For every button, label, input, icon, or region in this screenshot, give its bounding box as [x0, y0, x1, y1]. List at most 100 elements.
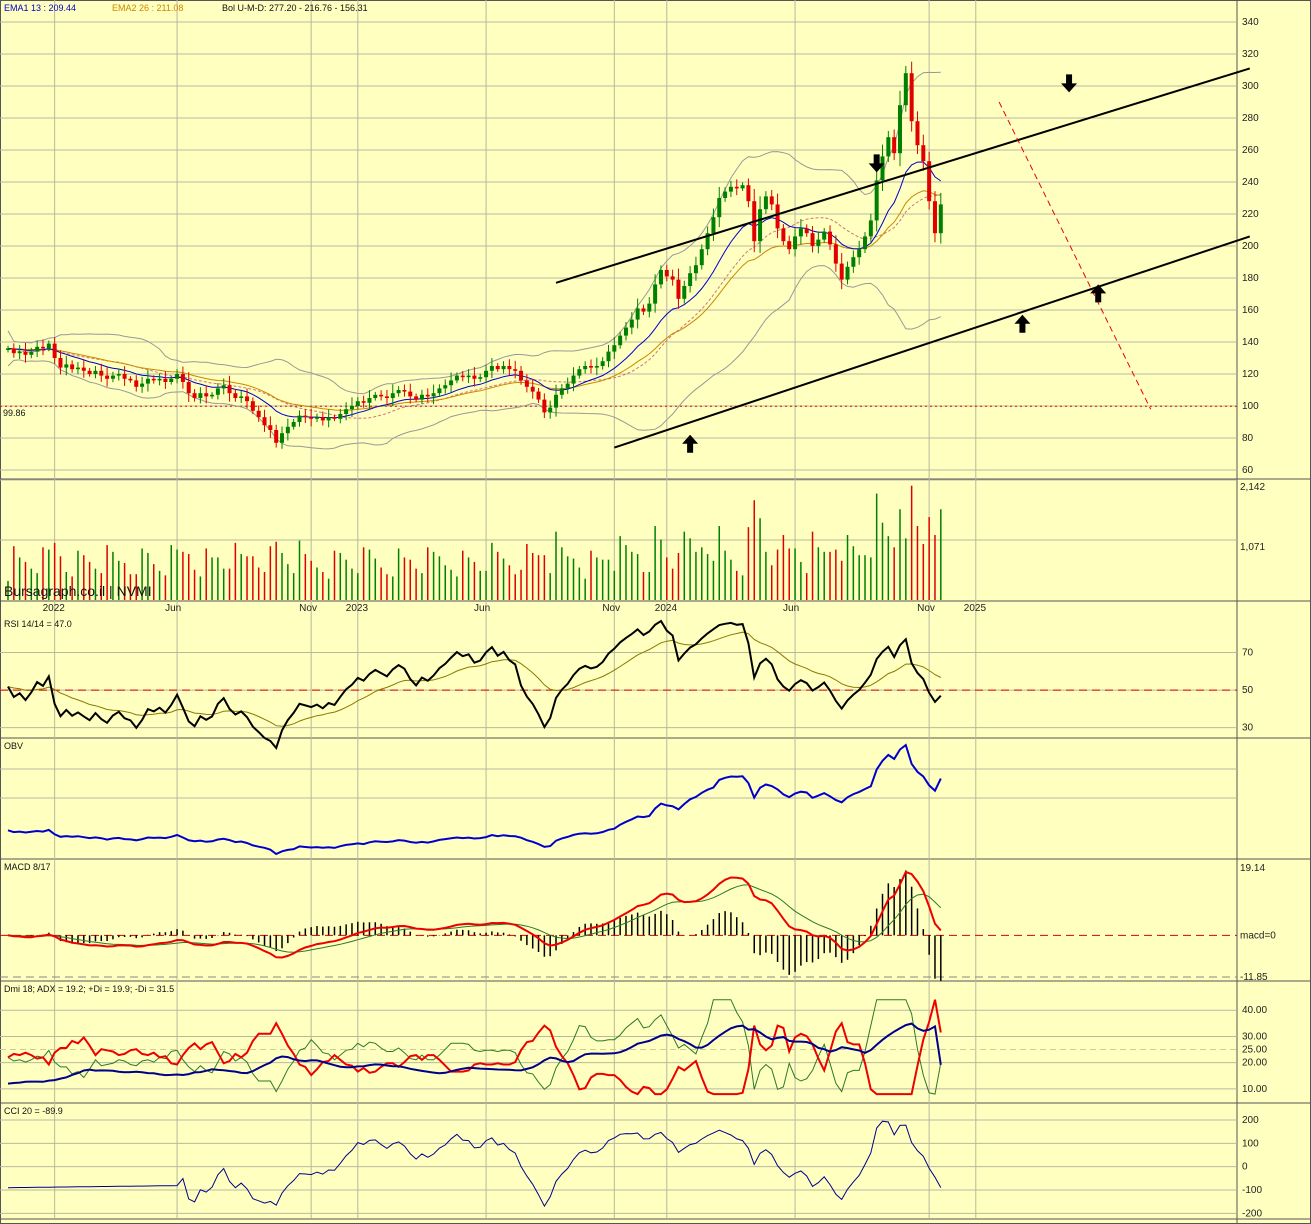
candle-body	[577, 369, 582, 376]
candle-body	[361, 401, 366, 403]
time-label: 2025	[964, 603, 987, 614]
candle-body	[828, 231, 833, 245]
candle-body	[728, 186, 733, 192]
candle-body	[192, 393, 197, 398]
cci-tick-label: 200	[1242, 1115, 1259, 1126]
candle-body	[734, 186, 739, 189]
arrow-down-marker	[1061, 74, 1078, 93]
candle-body	[437, 388, 442, 394]
candle-body	[670, 276, 675, 280]
price-tick-label: 240	[1242, 177, 1259, 188]
candle-body	[227, 385, 232, 394]
candle-body	[711, 217, 716, 234]
candle-body	[489, 366, 494, 371]
candle-body	[122, 374, 127, 379]
candle-body	[151, 378, 156, 381]
bollinger-lower	[7, 265, 941, 450]
candle-body	[320, 417, 325, 421]
dmi-tick-label: 10.00	[1242, 1084, 1267, 1095]
candle-body	[449, 380, 454, 386]
candle-body	[874, 180, 879, 221]
candle-body	[408, 391, 413, 397]
candle-body	[845, 266, 850, 280]
price-tick-label: 60	[1242, 465, 1254, 476]
candle-body	[927, 161, 932, 202]
candle-body	[52, 343, 57, 358]
candle-body	[145, 378, 150, 384]
candle-body	[542, 399, 547, 413]
candle-body	[507, 366, 512, 370]
candle-body	[763, 196, 768, 210]
candle-body	[857, 249, 862, 258]
rsi-tick-label: 30	[1242, 723, 1254, 734]
candle-body	[134, 380, 139, 387]
candle-body	[396, 390, 401, 394]
price-tick-label: 120	[1242, 369, 1259, 380]
candle-body	[215, 388, 220, 395]
candle-body	[245, 396, 250, 402]
candle-body	[40, 346, 45, 349]
dmi-tick-label: 40.00	[1242, 1005, 1267, 1016]
price-tick-label: 320	[1242, 49, 1259, 60]
candle-body	[903, 73, 908, 106]
candle-body	[367, 398, 372, 403]
candle-body	[198, 393, 203, 398]
candle-body	[758, 209, 763, 242]
candle-body	[804, 228, 809, 234]
volume-tick-label: 2,142	[1240, 482, 1265, 493]
candle-body	[618, 335, 623, 346]
candle-body	[297, 415, 302, 422]
candle-body	[443, 385, 448, 389]
candle-body	[641, 308, 646, 312]
cci-tick-label: -100	[1242, 1185, 1262, 1196]
ema2-line	[7, 190, 941, 411]
candle-body	[583, 366, 588, 370]
candle-body	[868, 220, 873, 237]
rsi-line	[7, 619, 942, 751]
candle-body	[6, 348, 10, 350]
candle-body	[431, 393, 436, 397]
candle-body	[693, 265, 698, 274]
time-label: Jun	[474, 603, 490, 614]
candle-body	[274, 430, 279, 443]
candle-body	[280, 433, 285, 443]
price-tick-label: 260	[1242, 145, 1259, 156]
time-label: Jun	[165, 603, 181, 614]
candle-body	[600, 361, 605, 366]
candle-body	[863, 236, 868, 250]
dmi-tick-label: 20.00	[1242, 1058, 1267, 1069]
candle-body	[169, 378, 174, 382]
rsi-signal-line	[7, 631, 942, 727]
candle-body	[746, 185, 751, 202]
candle-body	[554, 394, 559, 408]
candle-body	[390, 393, 395, 398]
candle-body	[892, 137, 897, 154]
candle-body	[425, 394, 430, 397]
obv-label: OBV	[4, 741, 23, 751]
candle-body	[239, 396, 244, 398]
candle-body	[81, 367, 86, 371]
candle-body	[110, 375, 115, 379]
candle-body	[233, 393, 238, 398]
price-tick-label: 160	[1242, 305, 1259, 316]
candle-body	[886, 137, 891, 157]
candle-body	[571, 375, 576, 384]
candle-body	[332, 417, 337, 419]
candle-body	[204, 393, 209, 397]
candle-body	[653, 284, 658, 304]
bollinger-middle	[7, 194, 941, 419]
candle-body	[379, 394, 384, 397]
candle-body	[75, 367, 80, 370]
candle-body	[268, 425, 273, 430]
candle-body	[938, 204, 943, 234]
price-tick-label: 80	[1242, 433, 1254, 444]
ema2-label: EMA2 26 : 211.08	[112, 3, 183, 13]
cci-label: CCI 20 = -89.9	[4, 1106, 63, 1116]
dmi-panel	[7, 999, 942, 1096]
price-tick-label: 180	[1242, 273, 1259, 284]
price-tick-label: 300	[1242, 81, 1259, 92]
rsi-tick-label: 70	[1242, 648, 1254, 659]
candle-body	[699, 249, 704, 266]
candle-body	[256, 410, 261, 418]
